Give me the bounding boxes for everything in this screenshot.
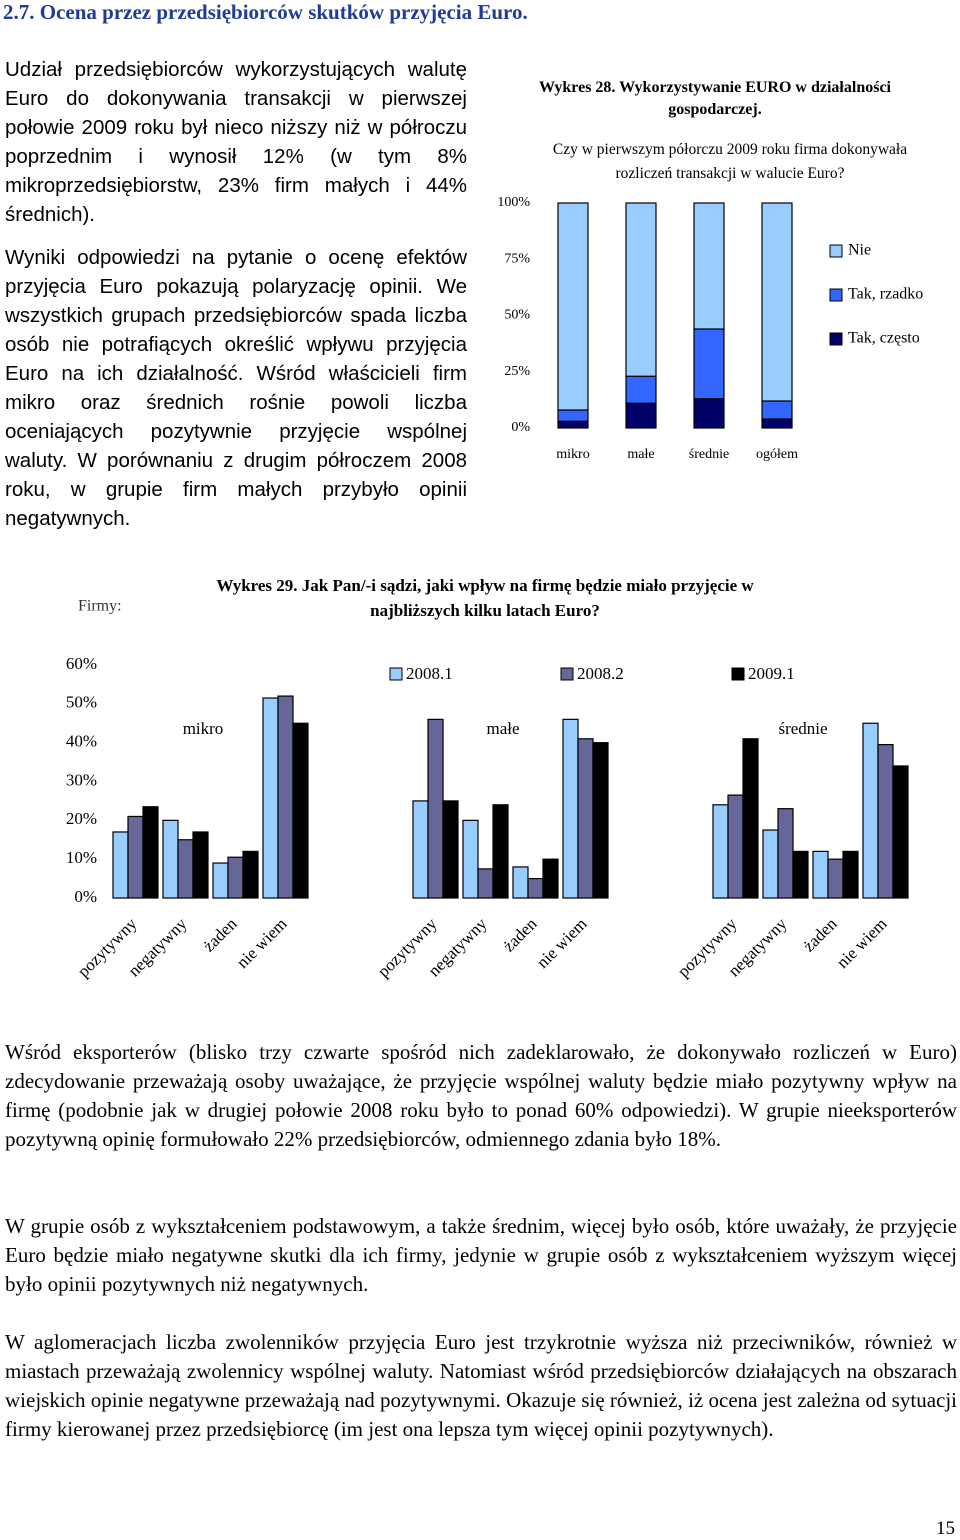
chart: Firmy: 0% 10% 20% 30% 40% 50% 60% mikro małe średn…: [66, 598, 909, 981]
bar: [142, 806, 159, 899]
bar-segment: [693, 202, 725, 330]
legend-label: Nie: [848, 242, 871, 259]
group-label: mikro: [183, 719, 224, 738]
bar: [212, 862, 229, 899]
group-label: średnie: [778, 719, 827, 738]
chart: 0% 25% 50% 75% 100% mikro małe średnie ogółem Nie…: [497, 195, 923, 462]
bar-segment: [625, 202, 657, 377]
bar: [112, 831, 129, 899]
bar: [727, 794, 744, 899]
bar: [792, 850, 809, 899]
legend-swatch: [560, 667, 574, 681]
bar: [492, 804, 509, 899]
y-tick-label: 40%: [66, 732, 97, 751]
x-tick-label: żaden: [499, 914, 541, 956]
paragraph: Wyniki odpowiedzi na pytanie o ocenę efe…: [5, 246, 467, 530]
paragraph: Wśród eksporterów (blisko trzy czwarte s…: [5, 1040, 957, 1151]
bar: [442, 800, 459, 899]
heading: 2.7. Ocena przez przedsiębiorców skutków…: [3, 0, 528, 24]
x-tick-label: nie wiem: [233, 914, 291, 972]
legend-swatch: [829, 332, 843, 346]
bar: [862, 722, 879, 899]
y-tick-label: 20%: [66, 809, 97, 828]
bar-segment: [761, 202, 793, 402]
legend-label: 2008.2: [577, 664, 624, 683]
y-tick-label: 25%: [504, 364, 530, 379]
bar: [577, 738, 594, 899]
group-label-title: Firmy:: [78, 598, 122, 615]
bar-segment: [625, 402, 657, 429]
y-tick-label: 50%: [66, 693, 97, 712]
bar: [542, 858, 559, 899]
chart-title: Wykres 28. Wykorzystywanie EURO w działa…: [538, 79, 891, 118]
bar: [427, 718, 444, 899]
bar: [227, 856, 244, 899]
y-tick-label: 60%: [66, 654, 97, 673]
bar: [762, 829, 779, 899]
group-label: małe: [486, 719, 519, 738]
y-tick-label: 30%: [66, 770, 97, 789]
paragraph: Udział przedsiębiorców wykorzystujących …: [5, 58, 467, 226]
bar-segment: [557, 202, 589, 411]
legend-label: Tak, często: [848, 330, 920, 347]
bar: [812, 850, 829, 899]
bar: [512, 866, 529, 899]
chart-subtitle: Czy w pierwszym półorczu 2009 roku firma…: [552, 141, 908, 182]
bar: [842, 850, 859, 899]
bar: [562, 718, 579, 899]
bar: [277, 695, 294, 899]
y-tick-label: 10%: [66, 848, 97, 867]
y-tick-label: 0%: [511, 420, 530, 435]
bar: [127, 815, 144, 899]
x-tick-label: żaden: [799, 914, 841, 956]
legend-swatch: [829, 244, 843, 258]
chart-title: Wykres 29. Jak Pan/-i sądzi, jaki wpływ …: [216, 576, 754, 620]
bar: [712, 804, 729, 899]
y-tick-label: 75%: [504, 251, 530, 266]
bar: [892, 765, 909, 899]
bar: [742, 738, 759, 899]
legend-swatch: [829, 288, 843, 302]
y-tick-label: 100%: [497, 195, 530, 210]
bar: [192, 831, 209, 899]
bar: [162, 819, 179, 899]
legend-label: Tak, rzadko: [848, 286, 923, 303]
x-tick-label: małe: [627, 447, 654, 462]
legend-swatch: [389, 667, 403, 681]
bar: [462, 819, 479, 899]
bar: [877, 744, 894, 899]
bar: [412, 800, 429, 899]
bar: [477, 868, 494, 899]
text-block: Udział przedsiębiorców wykorzystujących …: [5, 55, 957, 533]
bar: [527, 877, 544, 899]
legend-swatch: [731, 667, 745, 681]
bar: [292, 722, 309, 899]
bar-segment: [625, 375, 657, 404]
bar: [592, 742, 609, 899]
legend-label: 2008.1: [406, 664, 453, 683]
page-number: 15: [936, 1518, 955, 1539]
bar: [177, 839, 194, 899]
legend-label: 2009.1: [748, 664, 795, 683]
bar: [242, 850, 259, 899]
bar: [827, 858, 844, 899]
bar: [777, 808, 794, 899]
paragraph: W grupie osób z wykształceniem podstawow…: [5, 1214, 957, 1296]
y-tick-label: 0%: [74, 887, 97, 906]
x-tick-label: żaden: [199, 914, 241, 956]
x-tick-label: nie wiem: [833, 914, 891, 972]
x-tick-label: nie wiem: [533, 914, 591, 972]
x-tick-label: średnie: [689, 447, 729, 462]
x-tick-label: ogółem: [756, 447, 798, 462]
y-tick-label: 50%: [504, 308, 530, 323]
x-tick-label: mikro: [556, 447, 589, 462]
bar: [262, 697, 279, 899]
paragraph: W aglomeracjach liczba zwolenników przyj…: [5, 1330, 957, 1441]
